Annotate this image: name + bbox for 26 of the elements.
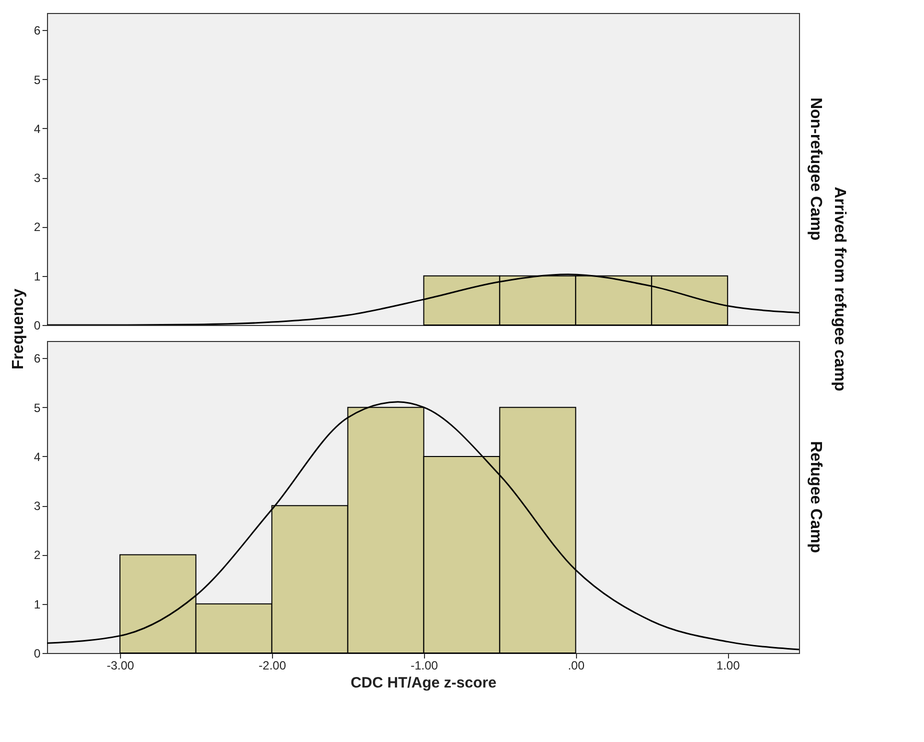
x-tick-label: 1.00	[716, 658, 740, 672]
line-series	[47, 274, 799, 325]
y-tick-label: 3	[34, 171, 41, 186]
line-series	[47, 401, 799, 650]
y-tick-label: 0	[34, 646, 41, 660]
y2-axis-title: Non-refugee Camp	[807, 97, 824, 241]
y-tick-label: 4	[34, 122, 41, 136]
x-tick-label: -3.00	[106, 658, 134, 672]
y-tick-label: 1	[34, 597, 41, 612]
y2-axis-title: Refugee Camp	[807, 440, 824, 554]
y-tick-label: 5	[34, 400, 41, 415]
y-tick-label: 2	[34, 548, 41, 562]
x-axis-title: CDC HT/Age z-score	[350, 674, 496, 692]
y-tick-label: 2	[34, 220, 41, 234]
y-tick-label: 6	[34, 352, 41, 366]
x-tick-label: -1.00	[410, 658, 438, 672]
x-tick-label: .00	[568, 658, 585, 672]
x-tick-label: -2.00	[258, 658, 286, 672]
y-tick-label: 4	[34, 450, 41, 464]
y-tick-label: 5	[34, 72, 41, 87]
text: Arrived from refugee camp	[831, 186, 848, 392]
y-axis-title: Frequency	[10, 288, 27, 370]
y-tick-label: 1	[34, 269, 41, 284]
y-tick-label: 6	[34, 24, 41, 38]
y-tick-label: 0	[34, 318, 41, 332]
y-tick-label: 3	[34, 499, 41, 514]
